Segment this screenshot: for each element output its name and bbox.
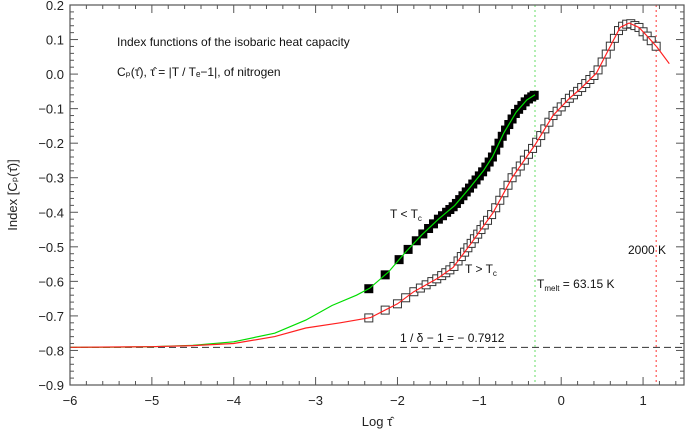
x-tick-label: −2 xyxy=(390,393,405,408)
y-tick-label: −0.6 xyxy=(38,274,64,289)
y-axis-label: Index [Cₚ(τ̂)] xyxy=(5,159,20,230)
axis-ticks: −6 −5 −4 −3 −2 −1 0 1 0.2 0.1 0.0 −0.1 −0.2 −0.3 −0.4 −… xyxy=(38,0,684,408)
asymptote-label: 1 / δ − 1 = − 0.7912 xyxy=(400,331,505,345)
series-line xyxy=(69,22,670,348)
label-below-tc-main: T < T xyxy=(390,207,419,221)
title-line-1: Index functions of the isobaric heat cap… xyxy=(117,35,350,49)
y-tick-label: −0.1 xyxy=(38,102,64,117)
series-above-tc xyxy=(69,19,670,348)
x-tick-label: −6 xyxy=(63,393,78,408)
y-tick-label: 0.2 xyxy=(46,0,64,13)
melt-label-main: T xyxy=(537,277,545,291)
y-tick-label: −0.9 xyxy=(38,378,64,393)
series-layer xyxy=(69,19,670,348)
series-below-tc xyxy=(69,90,539,348)
reference-lines xyxy=(70,5,684,385)
label-above-tc-main: T > T xyxy=(465,262,494,276)
x-tick-label: −1 xyxy=(472,393,487,408)
melt-label: Tmelt = 63.15 K xyxy=(537,277,615,293)
melt-label-value: = 63.15 K xyxy=(559,277,614,291)
x-tick-label: 1 xyxy=(639,393,646,408)
series-line xyxy=(69,94,536,348)
x-tick-label: 0 xyxy=(558,393,565,408)
y-tick-label: −0.2 xyxy=(38,136,64,151)
melt-label-sub: melt xyxy=(544,284,560,293)
plot-frame xyxy=(69,4,685,386)
x-tick-label: −3 xyxy=(308,393,323,408)
x-tick-label: −5 xyxy=(144,393,159,408)
label-above-tc-sub: c xyxy=(493,269,497,278)
x-axis-label: Log τ̂ xyxy=(362,414,395,429)
y-tick-label: 0.1 xyxy=(46,33,64,48)
y-tick-label: 0.0 xyxy=(46,67,64,82)
title-line-2: Cₚ(τ̂), τ̂ = |T / Tₑ−1|, of nitrogen xyxy=(117,65,281,79)
y-tick-label: −0.7 xyxy=(38,309,64,324)
y-tick-label: −0.3 xyxy=(38,171,64,186)
upper-temp-label: 2000 K xyxy=(628,243,666,257)
label-below-tc: T < Tc xyxy=(390,207,422,223)
y-tick-label: −0.8 xyxy=(38,343,64,358)
x-tick-label: −4 xyxy=(226,393,241,408)
y-tick-label: −0.5 xyxy=(38,240,64,255)
y-tick-label: −0.4 xyxy=(38,205,64,220)
label-below-tc-sub: c xyxy=(418,214,422,223)
label-above-tc: T > Tc xyxy=(465,262,497,278)
